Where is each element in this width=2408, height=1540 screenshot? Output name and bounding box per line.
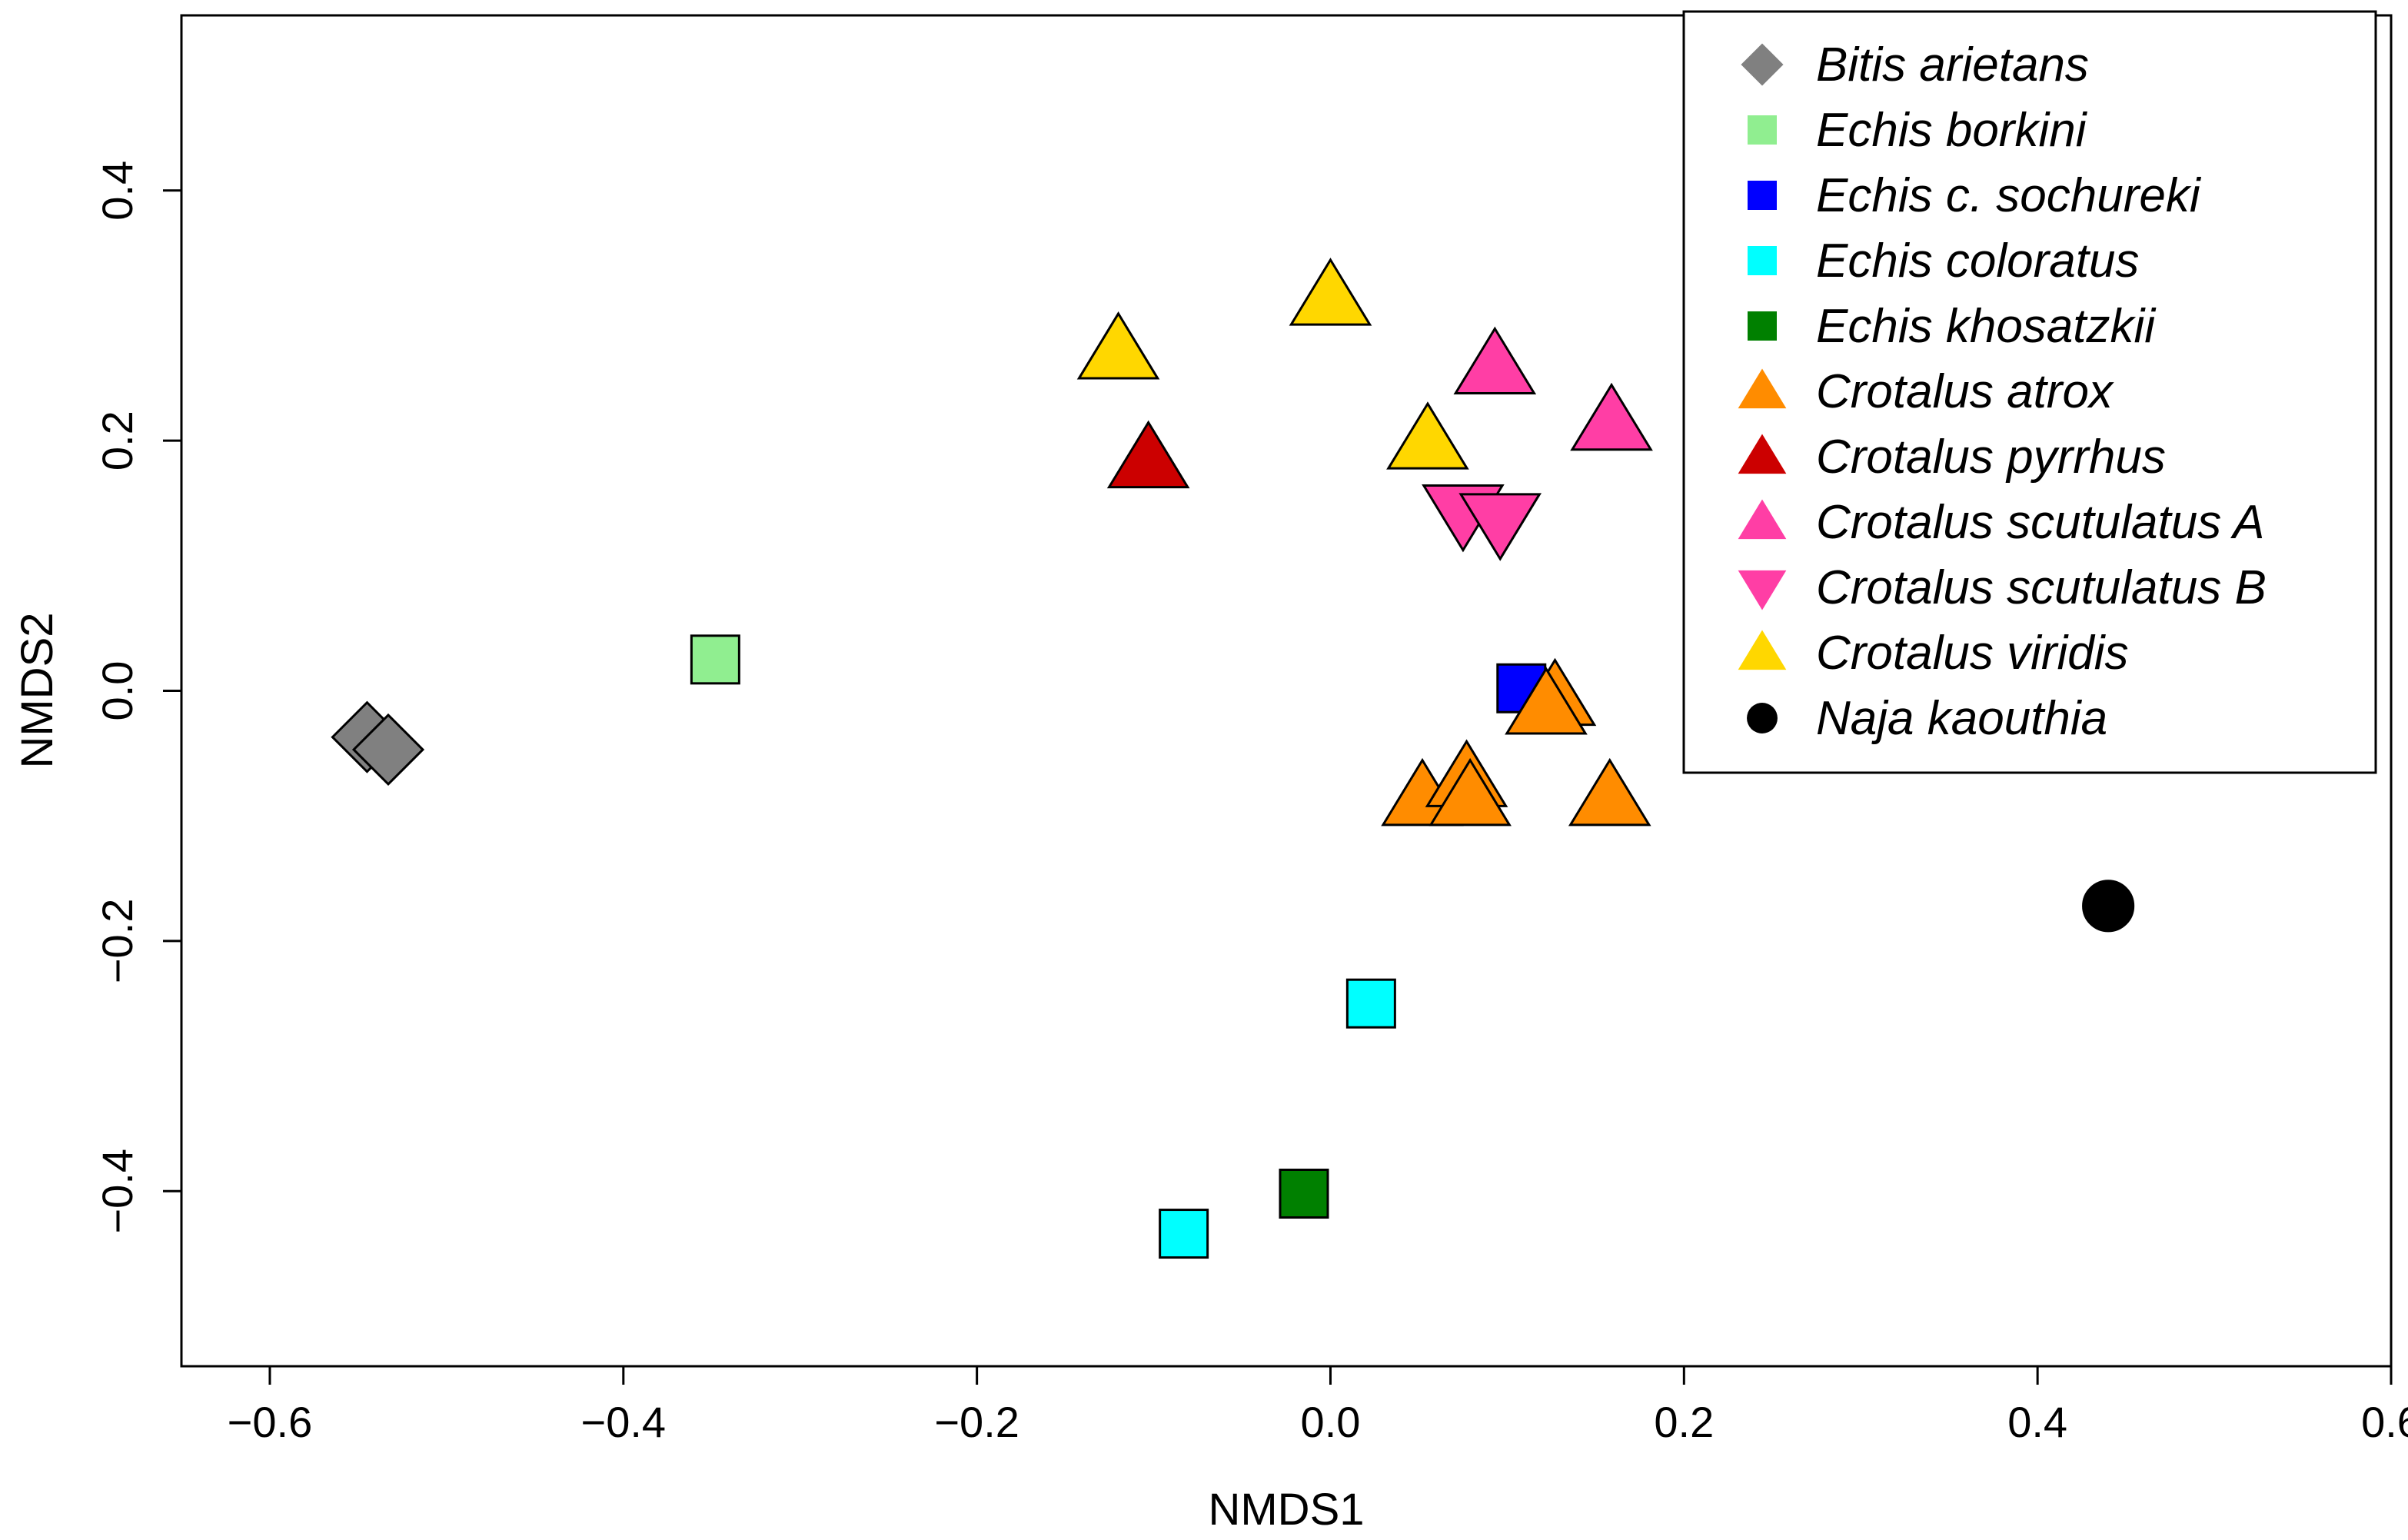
x-tick-label: −0.4 [581, 1398, 667, 1446]
y-axis-title: NMDS2 [12, 612, 62, 768]
x-tick-label: 0.4 [2007, 1398, 2067, 1446]
data-point [1505, 667, 1588, 735]
data-points [331, 258, 2135, 1259]
legend-label: Crotalus viridis [1816, 627, 2129, 680]
data-point [690, 634, 740, 685]
data-point [1076, 311, 1160, 380]
y-tick-label: 0.2 [93, 411, 141, 471]
legend-marker [1748, 311, 1777, 341]
y-tick-label: 0.4 [93, 161, 141, 221]
data-point [1289, 258, 1372, 326]
legend-label: Crotalus scutulatus A [1816, 496, 2265, 549]
data-point [1386, 401, 1469, 470]
data-point [1570, 382, 1653, 451]
legend-marker [1738, 368, 1787, 409]
legend-label: Echis khosatzkii [1816, 300, 2157, 353]
x-axis: −0.6 −0.4 −0.2 0.0 0.2 0.4 0.6 [228, 1365, 2408, 1446]
data-point [1568, 757, 1651, 827]
data-point [1429, 757, 1512, 827]
legend-box [1682, 10, 2377, 774]
legend-label: Crotalus pyrrhus [1816, 431, 2166, 484]
x-axis-title: NMDS1 [1208, 1485, 1364, 1535]
legend: Bitis arietans Echis borkini Echis c. soch… [1682, 10, 2377, 774]
legend-marker [1748, 246, 1777, 275]
data-point [1279, 1168, 1329, 1219]
legend-label: Echis c. sochureki [1816, 169, 2202, 222]
legend-marker [1738, 434, 1787, 474]
y-tick-label: −0.2 [93, 899, 141, 984]
x-tick-label: 0.6 [2361, 1398, 2408, 1446]
x-tick-label: −0.2 [934, 1398, 1019, 1446]
legend-label: Echis coloratus [1816, 234, 2139, 288]
data-point [1345, 978, 1396, 1029]
legend-marker [1748, 181, 1777, 210]
y-tick-label: 0.0 [93, 661, 141, 721]
legend-label: Naja kaouthia [1816, 692, 2107, 745]
y-tick-label: −0.4 [93, 1149, 141, 1234]
legend-label: Bitis arietans [1816, 38, 2089, 91]
legend-label: Crotalus scutulatus B [1816, 561, 2267, 614]
x-tick-label: 0.0 [1301, 1398, 1361, 1446]
data-point [2082, 880, 2135, 933]
data-point [1453, 326, 1537, 395]
legend-marker [1738, 570, 1787, 610]
data-point [1106, 420, 1190, 489]
x-tick-label: −0.6 [228, 1398, 313, 1446]
data-point [1159, 1209, 1209, 1259]
legend-label: Crotalus atrox [1816, 365, 2114, 418]
legend-marker [1748, 115, 1777, 145]
legend-label: Echis borkini [1816, 104, 2088, 157]
legend-marker [1747, 703, 1778, 733]
data-point [1458, 493, 1542, 561]
data-point [351, 713, 425, 787]
legend-marker [1738, 630, 1787, 670]
x-tick-label: 0.2 [1654, 1398, 1714, 1446]
y-axis: −0.4 −0.2 0.0 0.2 0.4 [93, 161, 183, 1234]
legend-marker [1738, 499, 1787, 540]
legend-marker [1741, 43, 1784, 86]
